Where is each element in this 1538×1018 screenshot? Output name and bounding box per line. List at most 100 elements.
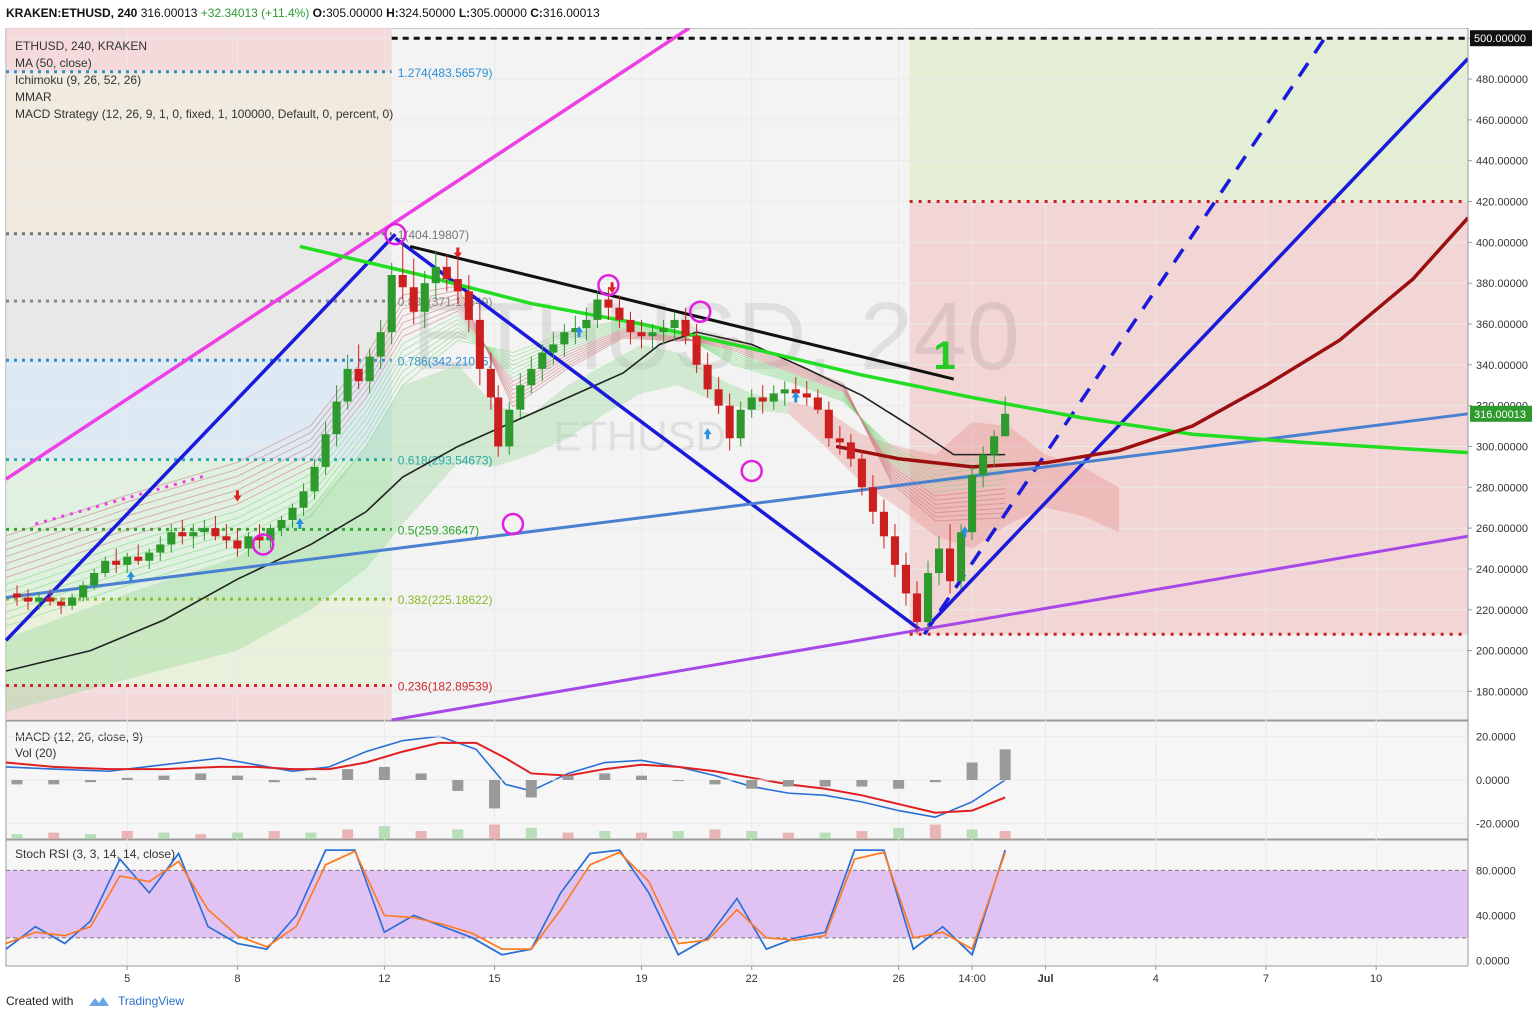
candle-body [835,438,844,443]
sell-arrow-icon [608,282,617,294]
time-tick-label: 4 [1153,973,1159,985]
price-tick-label: 280.00000 [1476,482,1528,494]
swing-circle-marker [597,273,620,297]
time-tick-label: 14:00 [958,973,986,985]
chart-area[interactable]: ETHUSD, 240ETHUSD1.274(483.56579)1(404.1… [0,28,1538,988]
candle-body [769,393,778,402]
symbol-label[interactable]: KRAKEN:ETHUSD, 240 [6,6,138,20]
series-line [5,331,1006,672]
swing-circle-marker [501,512,525,536]
candle-body [604,299,613,308]
candle-body [527,368,536,386]
candle-body [703,364,712,390]
volume-bar [672,831,684,839]
macd-histogram-bar [599,773,611,780]
price-tick-label: 200.00000 [1476,646,1528,658]
volume-bar [929,824,941,839]
sell-arrow-icon [453,247,462,259]
candle-body [1001,413,1010,437]
candle-body [387,274,396,333]
price-tick-label: 420.00000 [1476,197,1528,209]
low-value: 305.00000 [470,6,527,20]
fib-label: 0.236(182.89539) [398,680,493,694]
volume-bar [268,831,280,839]
macd-histogram-bar [268,780,280,783]
candle-body [901,564,911,594]
dark-red-arc-curve [835,216,1470,469]
price-tick-label: 340.00000 [1476,360,1528,372]
buy-arrow-icon [703,428,712,440]
macd-histogram-bar [562,775,574,780]
macd-histogram-bar [929,780,941,783]
swing-circle-marker [689,300,712,323]
high-value: 324.50000 [398,6,456,20]
price-tick-label: 260.00000 [1476,523,1528,535]
candle-body [442,266,451,280]
header-bar: KRAKEN:ETHUSD, 240 316.00013 +32.34013 (… [0,0,1538,28]
stoch-line [5,850,1006,951]
blue-dashed-projection [922,37,1327,636]
volume-bar [562,832,574,839]
candle-body [857,458,866,488]
fib-zone [6,233,392,361]
stoch-tick-label: 80.0000 [1476,865,1516,877]
close-label: C: [530,6,543,20]
candle-body [824,409,833,439]
macd-histogram-bar [525,780,537,798]
tradingview-link[interactable]: TradingView [118,994,185,1008]
candle-body [211,528,220,537]
blue-trend-up-right [926,57,1470,628]
candle-body [549,344,558,353]
candle-body [659,328,668,333]
volume-bar [489,824,501,839]
candle-body [420,283,429,312]
candle-body [90,573,99,586]
legend-item: MACD (12, 26, close, 9) [15,730,143,744]
price-axis-bg [1468,28,1538,988]
macd-histogram-bar [378,766,390,780]
candle-body [354,368,363,382]
fib-label: 0.618(293.54673) [398,454,493,468]
candle-body [582,319,591,329]
macd-histogram-bar [746,780,758,789]
stoch-tick-label: 0.0000 [1476,955,1510,967]
volume-bar [158,832,170,839]
blue-trend-down [394,236,922,632]
macd-histogram-bar [856,780,868,787]
price-change: +32.34013 (+11.4%) [200,6,310,20]
macd-histogram-bar [231,775,243,780]
annotation-label-1: 1 [934,334,956,378]
candle-body [189,532,198,537]
macd-histogram-bar [158,775,170,780]
candle-body [310,466,319,492]
candle-body [475,319,484,369]
candle-body [145,552,154,561]
time-tick-label: 15 [488,973,500,985]
swing-circle-marker [740,459,763,483]
legend-item: ETHUSD, 240, KRAKEN [15,39,147,53]
candle-body [593,299,602,320]
buy-arrow-icon [791,391,800,403]
stoch-tick-label: 40.0000 [1476,910,1516,922]
buy-arrow-icon [960,526,969,538]
volume-bar [452,829,464,839]
volume-bar [746,831,758,839]
candle-body [123,556,132,565]
legend-item: Vol (20) [15,746,56,760]
candle-body [758,397,767,402]
header-line: KRAKEN:ETHUSD, 240 316.00013 +32.34013 (… [6,6,600,20]
low-label: L: [458,6,471,20]
macd-histogram-bar [893,780,905,789]
legend-item: MA (50, close) [15,56,92,70]
buy-arrow-icon [295,518,304,530]
macd-histogram-bar [782,780,794,787]
candle-body [615,307,624,320]
candle-body [376,332,385,357]
candle-body [277,519,286,529]
ichimoku-cloud-green [6,344,789,712]
last-price: 316.00013 [140,6,198,20]
volume-bar [195,834,207,839]
volume-bar [893,827,905,839]
candle-body [453,279,462,292]
time-tick-label: 5 [124,973,130,985]
